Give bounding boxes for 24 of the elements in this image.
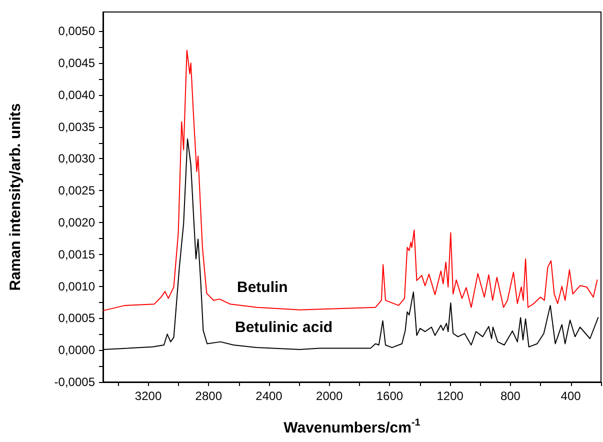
series-label: Betulinic acid [235, 319, 333, 336]
y-tick-label: 0,0050 [58, 24, 96, 38]
y-tick-label: 0,0025 [58, 184, 96, 198]
y-tick-label: 0,0045 [58, 56, 96, 70]
y-tick-label: 0,0000 [58, 343, 96, 358]
y-tick-label: 0,0010 [58, 279, 96, 294]
y-axis-title: Raman intensity/arb. units [7, 103, 24, 291]
x-tick-label: 2800 [195, 389, 222, 403]
x-tick-label: 800 [500, 389, 521, 403]
x-tick-label: 3200 [134, 389, 162, 403]
x-tick-label: 400 [560, 389, 582, 403]
x-tick-label: 2400 [256, 389, 283, 403]
x-tick-label: 1200 [436, 389, 464, 403]
line-series [102, 50, 598, 312]
y-tick-label: -0,0005 [54, 375, 96, 389]
y-tick-label: 0,0030 [58, 152, 96, 166]
x-tick-label: 2000 [316, 389, 344, 403]
y-tick-label: 0,0020 [58, 216, 96, 230]
y-tick-label: 0,0005 [58, 311, 96, 326]
y-tick-label: 0,0015 [58, 247, 96, 262]
y-tick-label: 0,0035 [58, 120, 96, 134]
x-tick-label: 1600 [376, 389, 404, 403]
y-tick-label: 0,0040 [58, 88, 96, 102]
series-label: Betulin [237, 279, 288, 296]
